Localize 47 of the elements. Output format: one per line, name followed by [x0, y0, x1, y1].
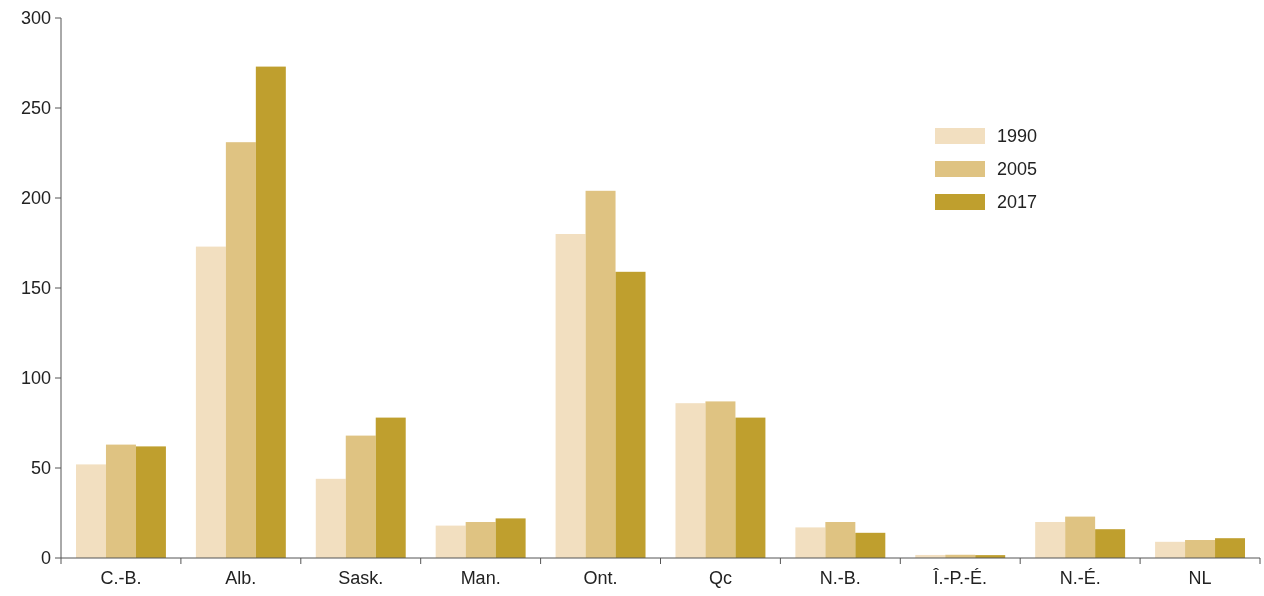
- bar: [705, 401, 736, 558]
- x-tick-label: Sask.: [338, 568, 384, 588]
- y-tick-label: 50: [30, 458, 51, 479]
- bar: [315, 478, 346, 558]
- bar: [1155, 541, 1186, 558]
- x-tick-label: N.-É.: [1059, 568, 1101, 588]
- bar: [795, 527, 826, 558]
- x-tick-label: NL: [1188, 568, 1212, 588]
- bar: [1065, 516, 1096, 558]
- bar: [255, 66, 286, 558]
- legend-label: 2017: [997, 192, 1038, 213]
- y-tick-label: 300: [20, 8, 51, 29]
- bar: [105, 444, 136, 558]
- bar: [735, 417, 766, 558]
- bar: [75, 464, 106, 558]
- bar: [1185, 540, 1216, 558]
- bar: [825, 522, 856, 558]
- bar: [135, 446, 166, 558]
- bar: [375, 417, 406, 558]
- y-tick-label: 0: [40, 548, 51, 569]
- bar: [1215, 538, 1246, 558]
- bar: [465, 522, 496, 558]
- bar: [195, 246, 226, 558]
- bar: [435, 525, 466, 558]
- x-tick-label: Qc: [708, 568, 732, 588]
- x-tick-label: N.-B.: [819, 568, 861, 588]
- x-tick-label: Ont.: [583, 568, 618, 588]
- y-tick-label: 250: [20, 98, 51, 119]
- y-tick-label: 150: [20, 278, 51, 299]
- bar: [345, 435, 376, 558]
- bar: [675, 403, 706, 558]
- bar: [585, 190, 616, 558]
- bar: [855, 532, 886, 558]
- x-tick-label: Alb.: [225, 568, 257, 588]
- legend-label: 1990: [997, 126, 1038, 147]
- x-tick-label: C.-B.: [100, 568, 142, 588]
- y-tick-label: 100: [20, 368, 51, 389]
- bar: [225, 142, 256, 558]
- bar: [1095, 529, 1126, 558]
- x-tick-label: Man.: [460, 568, 501, 588]
- y-tick-label: 200: [20, 188, 51, 209]
- bar: [1035, 522, 1066, 558]
- x-tick-label: Î.-P.-É.: [932, 568, 988, 588]
- bar: [555, 234, 586, 558]
- legend-label: 2005: [997, 159, 1038, 180]
- bar: [615, 271, 646, 558]
- bar: [495, 518, 526, 558]
